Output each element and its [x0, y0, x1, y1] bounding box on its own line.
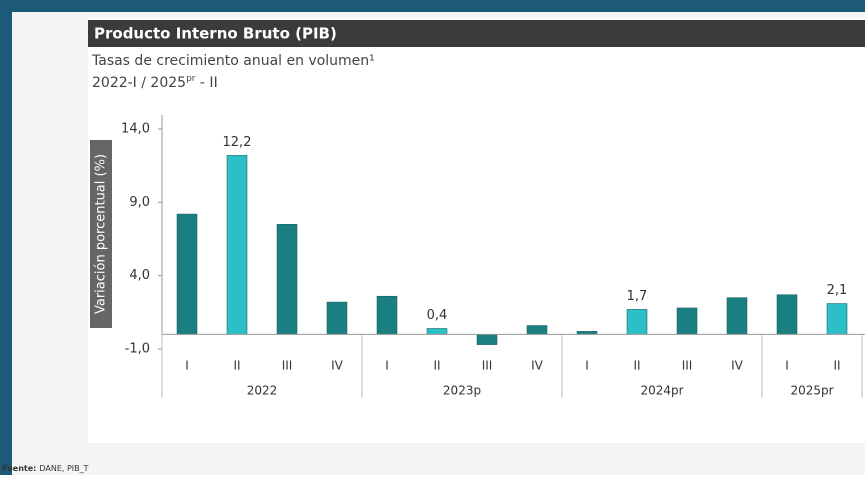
y-tick-label: 9,0 — [129, 195, 150, 210]
x-tick-label: II — [833, 359, 840, 373]
x-tick-label: I — [585, 359, 589, 373]
x-tick-label: II — [633, 359, 640, 373]
source-label: Fuente: — [2, 464, 36, 473]
x-tick-label: II — [433, 359, 440, 373]
ylabel-box — [90, 140, 112, 328]
bar — [326, 301, 348, 335]
bar — [626, 309, 648, 335]
value-label: 2,1 — [827, 283, 848, 298]
bar — [176, 213, 198, 335]
bar — [476, 334, 498, 345]
value-label: 12,2 — [223, 135, 252, 150]
bar — [826, 303, 848, 335]
bar — [526, 325, 548, 335]
chart-panel — [88, 18, 865, 443]
x-tick-label: IV — [531, 359, 544, 373]
x-tick-label: III — [682, 359, 693, 373]
y-tick-label: -1,0 — [125, 342, 150, 357]
bar — [426, 328, 448, 335]
bar — [776, 294, 798, 335]
y-axis-label: Variación porcentual (%) — [94, 154, 109, 314]
value-label: 0,4 — [427, 308, 448, 323]
x-tick-label: II — [233, 359, 240, 373]
x-tick-label: I — [185, 359, 189, 373]
footer — [12, 460, 865, 475]
group-label: 2025pr — [790, 384, 833, 398]
chart-title: Producto Interno Bruto (PIB) — [94, 25, 337, 43]
y-tick-label: 14,0 — [121, 122, 150, 137]
title-bar — [88, 20, 865, 47]
x-tick-label: III — [282, 359, 293, 373]
group-label: 2022 — [247, 384, 278, 398]
bar — [276, 224, 298, 335]
group-label: 2023p — [443, 384, 481, 398]
subtitle: Tasas de crecimiento anual en volumen¹ — [91, 53, 375, 69]
subtitle-sup: pr — [186, 74, 196, 84]
bar — [376, 295, 398, 335]
x-tick-label: IV — [331, 359, 344, 373]
bar — [226, 155, 248, 335]
x-tick-label: I — [785, 359, 789, 373]
subtitle-period: 2022-I / 2025pr - II — [92, 74, 218, 92]
source: Fuente: DANE, PIB_T — [2, 464, 89, 473]
x-tick-label: III — [482, 359, 493, 373]
subtitle-part: 2022-I / 2025 — [92, 75, 186, 91]
y-tick-label: 4,0 — [129, 268, 150, 283]
x-tick-label: I — [385, 359, 389, 373]
source-text: DANE, PIB_T — [39, 464, 88, 473]
bar — [676, 307, 698, 335]
subtitle-part: - II — [195, 75, 217, 91]
value-label: 1,7 — [627, 289, 648, 304]
bar — [726, 297, 748, 335]
group-label: 2024pr — [640, 384, 683, 398]
x-tick-label: IV — [731, 359, 744, 373]
